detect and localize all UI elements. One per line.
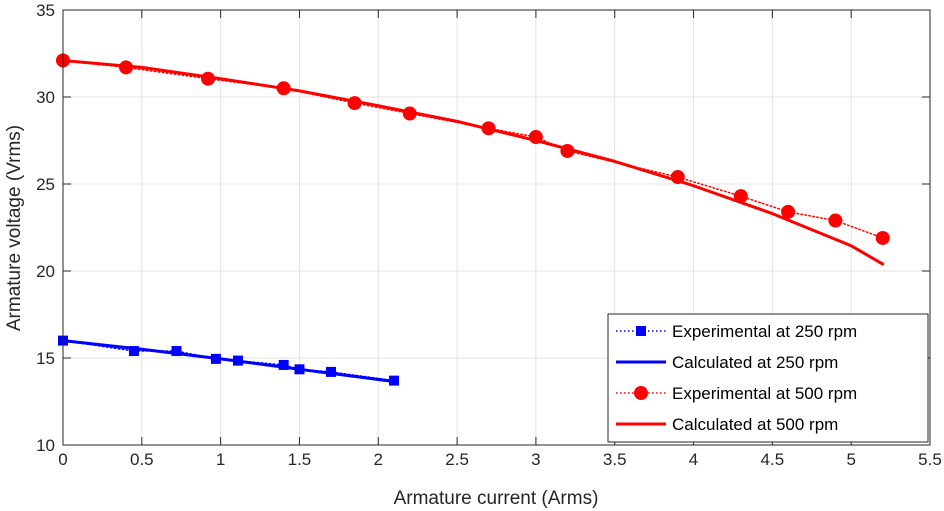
legend-entry: Calculated at 250 rpm — [616, 353, 838, 372]
x-tick-label: 4.5 — [761, 450, 785, 469]
legend-label: Calculated at 500 rpm — [672, 415, 838, 434]
legend-entry: Calculated at 500 rpm — [616, 415, 838, 434]
data-point — [128, 346, 139, 357]
x-tick-label: 1 — [216, 450, 225, 469]
data-point — [828, 213, 843, 228]
y-tick-label: 20 — [36, 262, 55, 281]
legend-entry: Experimental at 500 rpm — [616, 384, 857, 403]
legend-marker — [634, 386, 648, 400]
series-layer — [56, 53, 890, 386]
legend-label: Experimental at 500 rpm — [672, 384, 857, 403]
ticks: 0 0.5 1 1.5 2 2.5 3 3.5 4 4.5 5 5.5 10 15 20 25 30 35 — [36, 1, 942, 469]
data-point — [171, 346, 182, 357]
x-tick-label: 4 — [689, 450, 698, 469]
x-axis-label: Armature current (Arms) — [394, 488, 599, 509]
y-axis-label: Armature voltage (Vrms) — [4, 125, 25, 331]
series-line — [61, 58, 885, 266]
legend-box — [607, 313, 929, 443]
data-point — [278, 359, 289, 370]
legend-entry: Experimental at 250 rpm — [616, 322, 857, 341]
data-point — [781, 204, 796, 219]
legend: Experimental at 250 rpm Calculated at 250… — [607, 313, 929, 443]
x-tick-label: 2.5 — [445, 450, 469, 469]
series-line — [62, 59, 884, 239]
plot-frame — [62, 9, 931, 446]
x-tick-label: 5 — [846, 450, 855, 469]
legend-marker — [636, 326, 646, 336]
legend-label: Experimental at 250 rpm — [672, 322, 857, 341]
series-calculated-at-250-rpm — [61, 339, 396, 383]
legend-label: Calculated at 250 rpm — [672, 353, 838, 372]
y-tick-label: 10 — [36, 436, 55, 455]
y-tick-label: 35 — [36, 1, 55, 20]
x-tick-label: 5.5 — [918, 450, 942, 469]
x-tick-label: 3 — [531, 450, 540, 469]
x-tick-label: 0 — [58, 450, 67, 469]
y-tick-label: 30 — [36, 88, 55, 107]
x-tick-label: 1.5 — [288, 450, 312, 469]
x-tick-label: 3.5 — [603, 450, 627, 469]
x-tick-label: 2 — [374, 450, 383, 469]
data-point — [875, 230, 890, 245]
y-tick-label: 15 — [36, 349, 55, 368]
y-tick-label: 25 — [36, 175, 55, 194]
series-line — [61, 339, 396, 383]
series-calculated-at-500-rpm — [61, 58, 885, 266]
x-tick-label: 0.5 — [130, 450, 154, 469]
